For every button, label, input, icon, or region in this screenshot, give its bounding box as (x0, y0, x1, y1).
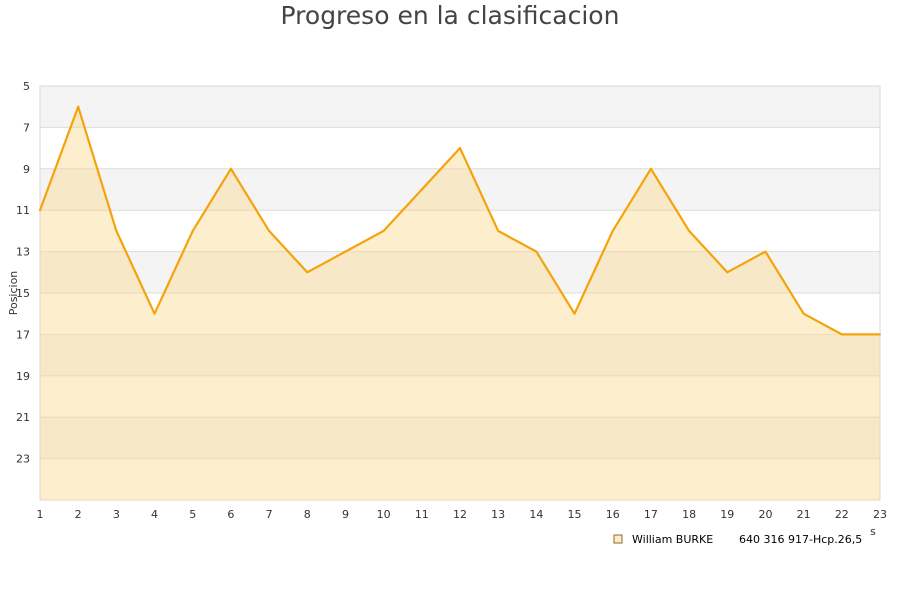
grid-band (40, 375, 880, 418)
x-tick-label: 10 (377, 508, 391, 521)
data-point (229, 167, 232, 170)
grid-band (40, 86, 880, 128)
x-tick-label: 20 (758, 508, 772, 521)
grid-band (40, 293, 880, 335)
y-tick-label: 9 (23, 163, 30, 176)
y-tick-label: 5 (23, 80, 30, 93)
x-tick-label: 17 (644, 508, 658, 521)
plot-border (39, 85, 881, 501)
data-point (573, 312, 576, 315)
data-point (382, 229, 385, 232)
y-tick-label: 11 (16, 204, 30, 217)
data-point (764, 250, 767, 253)
x-tick-label: 3 (113, 508, 120, 521)
x-tick-label: 8 (304, 508, 311, 521)
background-bands (39, 85, 881, 501)
y-tick-label: 15 (16, 287, 30, 300)
x-tick-label: 14 (529, 508, 543, 521)
data-point (688, 229, 691, 232)
legend-series-name: William BURKE (632, 533, 713, 546)
data-point (268, 229, 271, 232)
legend-swatch (613, 534, 623, 544)
data-point (306, 271, 309, 274)
data-point (802, 312, 805, 315)
data-point (39, 209, 41, 212)
grid-band (40, 458, 880, 500)
x-tick-label: 11 (415, 508, 429, 521)
y-tick-label: 23 (16, 453, 30, 466)
y-axis-label: Posicion (7, 271, 20, 316)
data-point (77, 105, 80, 108)
x-tick-label: 21 (797, 508, 811, 521)
x-tick-label: 22 (835, 508, 849, 521)
x-tick-label: 23 (873, 508, 887, 521)
y-tick-label: 21 (16, 411, 30, 424)
x-tick-label: 7 (266, 508, 273, 521)
x-tick-label: 4 (151, 508, 158, 521)
legend-series-detail: 640 316 917-Hcp.26,5 (739, 533, 862, 546)
x-tick-label: 1 (37, 508, 44, 521)
x-tick-label: 19 (720, 508, 734, 521)
data-point (344, 250, 347, 253)
data-point (726, 271, 729, 274)
data-point (611, 229, 614, 232)
grid-band (40, 168, 880, 211)
data-point (191, 229, 194, 232)
x-tick-label: 13 (491, 508, 505, 521)
data-point (115, 229, 118, 232)
data-point (879, 333, 881, 336)
data-point (153, 312, 156, 315)
x-tick-label: 6 (227, 508, 234, 521)
grid-band (40, 210, 880, 252)
x-tick-label: 16 (606, 508, 620, 521)
series-area (40, 106, 880, 500)
legend: William BURKE 640 316 917-Hcp.26,5 (613, 533, 862, 546)
area-layer (38, 105, 881, 500)
x-tick-label: 18 (682, 508, 696, 521)
x-tick-label: 9 (342, 508, 349, 521)
data-point (459, 147, 461, 150)
y-tick-label: 17 (16, 328, 30, 341)
data-point (649, 167, 652, 170)
x-axis-label: s (870, 525, 876, 538)
y-tick-label: 19 (16, 370, 30, 383)
data-point (535, 250, 538, 253)
data-point (840, 333, 843, 336)
x-tick-label: 12 (453, 508, 467, 521)
x-tick-label: 2 (75, 508, 82, 521)
chart-title: Progreso en la clasificacion (280, 1, 620, 30)
x-tick-label: 5 (189, 508, 196, 521)
grid-band (40, 417, 880, 459)
data-point (420, 188, 423, 191)
x-tick-label: 15 (568, 508, 582, 521)
data-point (497, 229, 500, 232)
y-tick-label: 7 (23, 121, 30, 134)
grid-band (40, 334, 880, 376)
y-tick-label: 13 (16, 246, 30, 259)
